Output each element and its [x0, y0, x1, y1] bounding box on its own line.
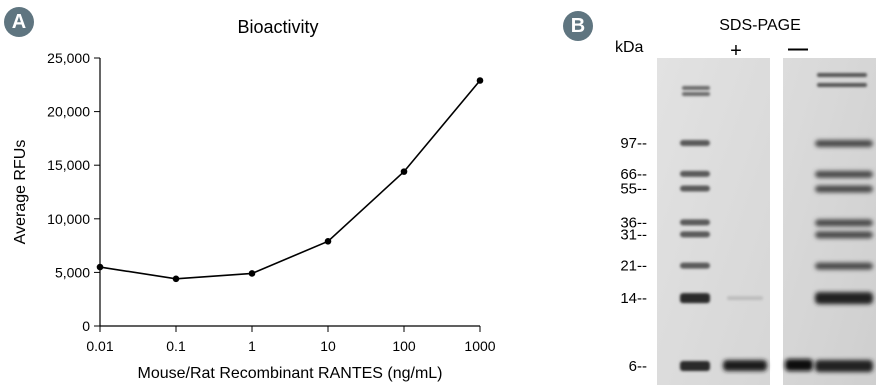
lane-plus-label: + [730, 40, 742, 62]
ladder-band-right [817, 83, 867, 87]
series-line [99, 79, 481, 280]
sample-band-reduced [723, 360, 767, 371]
y-tick-label: 5,000 [55, 264, 90, 280]
ladder-band-right [815, 262, 873, 270]
ladder-band-right [815, 231, 873, 239]
y-tick-label: 10,000 [47, 211, 90, 227]
ladder-band [680, 140, 710, 147]
chart-series [96, 77, 484, 283]
ladder-band-right [815, 360, 873, 372]
sds-page-gel: SDS-PAGE kDa + — 97-- 66--55-- 36--31-- 21-… [615, 17, 876, 385]
y-tick-label: 20,000 [47, 104, 90, 120]
kda-label: kDa [615, 39, 644, 56]
marker-label: 36-- [620, 214, 647, 231]
panel-b-badge: B [563, 11, 593, 41]
y-tick-label: 15,000 [47, 157, 90, 173]
data-point [172, 275, 180, 283]
marker-label: 14-- [620, 290, 647, 307]
y-tick-label: 25,000 [47, 50, 90, 66]
marker-label: 31-- [620, 226, 647, 243]
y-axis-ticks: 0 5,000 10,000 15,000 20,000 25,000 [47, 50, 100, 334]
ladder-band [682, 92, 710, 96]
x-tick-label: 10 [320, 338, 336, 354]
x-tick-label: 100 [392, 338, 416, 354]
ladder-band-right [815, 140, 873, 148]
sample-band-nonreduced [785, 359, 813, 371]
bioactivity-chart: Bioactivity Average RFUs Mouse/Rat Recom… [12, 17, 496, 382]
faint-band [727, 296, 763, 301]
x-tick-label: 1 [248, 338, 256, 354]
gel-left-panel [657, 58, 770, 385]
y-axis-label: Average RFUs [12, 140, 29, 245]
x-axis-label: Mouse/Rat Recombinant RANTES (ng/mL) [138, 365, 443, 382]
chart-axes [99, 58, 480, 327]
data-point [96, 263, 104, 271]
ladder-band-right [815, 185, 873, 193]
marker-labels: 97-- 66--55-- 36--31-- 21-- 14-- 6-- [620, 135, 647, 375]
marker-label: 55-- [620, 180, 647, 197]
data-point [248, 270, 256, 277]
x-tick-label: 0.01 [86, 338, 113, 354]
ladder-band [680, 262, 710, 269]
marker-label: 97-- [620, 135, 647, 152]
ladder-band [680, 231, 710, 238]
data-point [324, 238, 332, 245]
data-point [400, 168, 408, 175]
gel-title: SDS-PAGE [719, 17, 801, 34]
ladder-band-right [815, 219, 873, 227]
ladder-band-right [815, 292, 873, 305]
ladder-band [680, 170, 710, 177]
ladder-band-right [815, 170, 873, 178]
ladder-band [680, 185, 710, 192]
ladder-band [682, 86, 710, 90]
x-axis-ticks: 0.01 0.1 1 10 100 1000 [86, 326, 496, 354]
panel-a-badge: A [4, 7, 34, 37]
chart-title: Bioactivity [237, 17, 318, 37]
ladder-band [680, 219, 710, 226]
marker-label: 66-- [620, 166, 647, 183]
lane-minus-label: — [788, 38, 808, 60]
data-point [476, 77, 484, 84]
gel-bands [680, 73, 873, 372]
x-tick-label: 1000 [464, 338, 495, 354]
x-tick-label: 0.1 [166, 338, 186, 354]
y-tick-label: 0 [82, 318, 90, 334]
ladder-band-right [817, 73, 867, 77]
marker-label: 6-- [629, 358, 647, 375]
ladder-band [680, 361, 710, 371]
marker-label: 21-- [620, 258, 647, 275]
ladder-band [680, 293, 710, 304]
